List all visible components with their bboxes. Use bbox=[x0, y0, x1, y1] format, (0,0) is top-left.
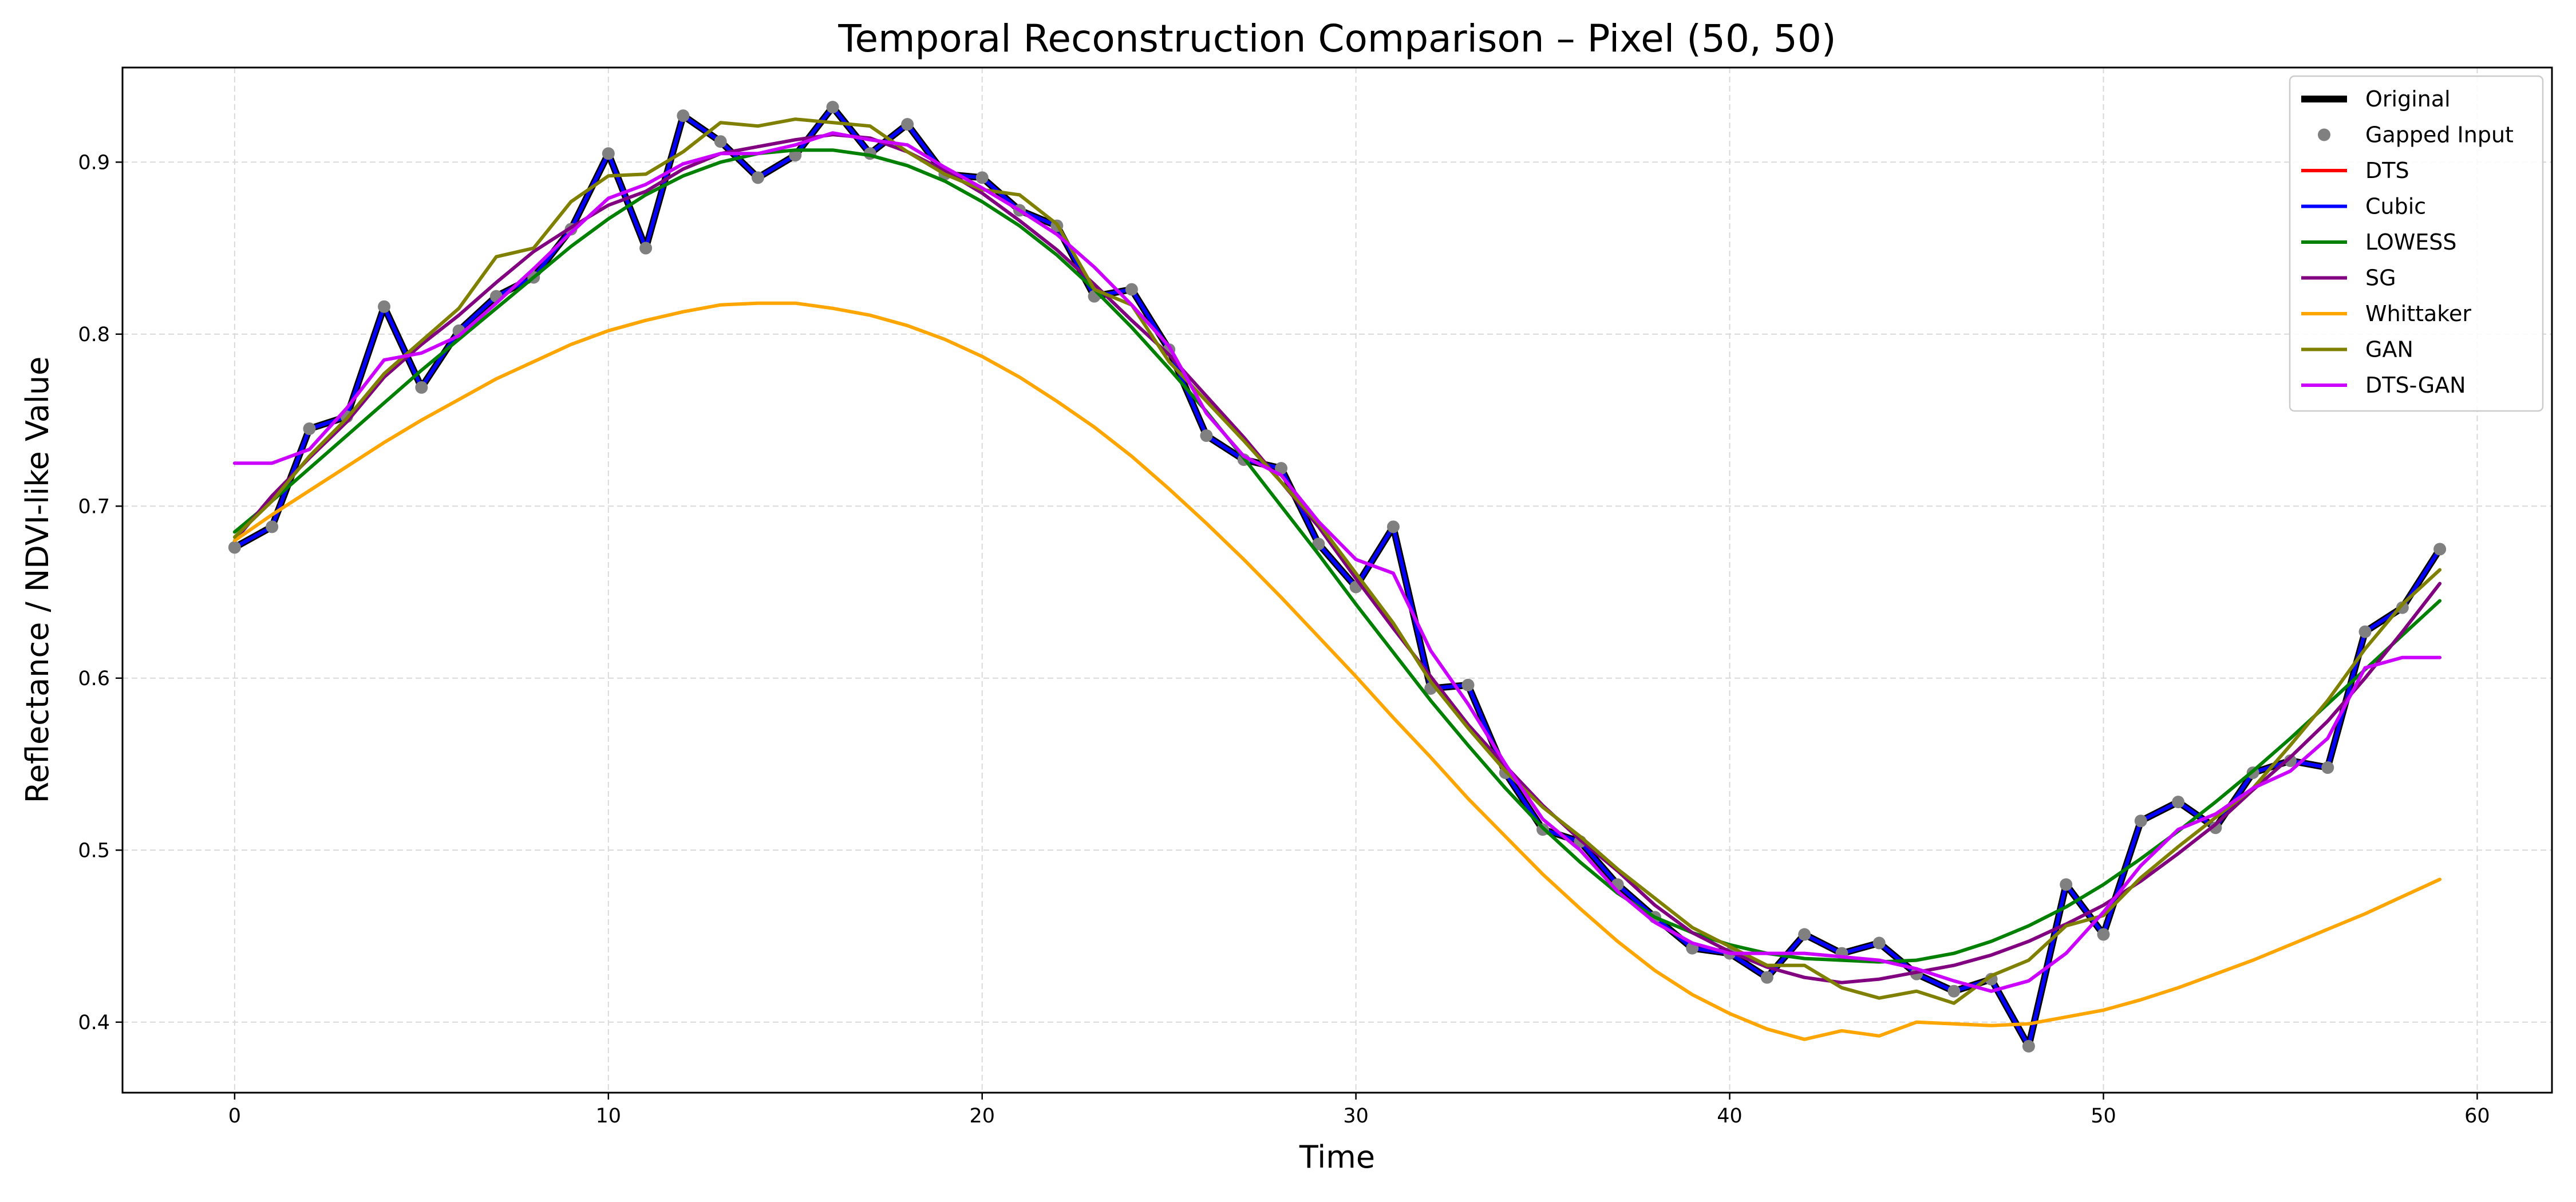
data-point bbox=[677, 109, 690, 122]
grid bbox=[123, 68, 2552, 1093]
data-point bbox=[228, 541, 241, 554]
series-line-sg bbox=[232, 133, 2442, 984]
data-point bbox=[303, 422, 316, 436]
data-point bbox=[2060, 878, 2073, 891]
data-point bbox=[2321, 761, 2334, 774]
data-point bbox=[2172, 796, 2185, 809]
data-point bbox=[1200, 429, 1213, 442]
legend-item-lowess: LOWESS bbox=[2301, 230, 2457, 255]
axis-ticks: 0 10 20 30 40 50 60 0.4 0.5 0.6 0.7 0.8 0.9 bbox=[78, 151, 2490, 1128]
data-point bbox=[975, 171, 989, 184]
data-point bbox=[639, 242, 653, 255]
x-tick-label: 60 bbox=[2464, 1105, 2490, 1128]
legend-label: Whittaker bbox=[2365, 301, 2471, 326]
series-line-gan bbox=[232, 117, 2442, 1005]
series-line-lowess bbox=[232, 148, 2442, 964]
y-tick-label: 0.7 bbox=[78, 495, 110, 518]
plot-frame bbox=[121, 66, 2553, 1094]
y-tick-label: 0.9 bbox=[78, 151, 110, 174]
x-tick-label: 40 bbox=[1717, 1105, 1743, 1128]
data-point bbox=[1125, 283, 1138, 296]
y-tick-label: 0.6 bbox=[78, 667, 110, 690]
x-tick-label: 0 bbox=[228, 1105, 241, 1128]
legend-label: LOWESS bbox=[2365, 230, 2457, 255]
x-tick-label: 20 bbox=[969, 1105, 995, 1128]
legend-item-sg: SG bbox=[2301, 266, 2396, 291]
data-point bbox=[751, 171, 764, 184]
data-point bbox=[1760, 971, 1773, 984]
series-line-dts-gan bbox=[232, 131, 2442, 993]
data-point bbox=[1386, 520, 1400, 533]
data-point bbox=[2022, 1039, 2035, 1053]
legend-label: Gapped Input bbox=[2365, 122, 2514, 148]
data-point bbox=[2097, 928, 2110, 941]
x-tick-label: 30 bbox=[1343, 1105, 1369, 1128]
data-point bbox=[602, 147, 615, 160]
data-point bbox=[2134, 814, 2147, 828]
legend-label: GAN bbox=[2365, 337, 2413, 362]
legend-frame bbox=[2289, 75, 2544, 412]
y-tick-label: 0.4 bbox=[78, 1011, 110, 1034]
data-point bbox=[2396, 601, 2409, 614]
legend-label: DTS-GAN bbox=[2365, 373, 2466, 398]
legend-item-dts: DTS bbox=[2301, 158, 2409, 183]
legend-item-original: Original bbox=[2301, 86, 2451, 112]
x-axis-title: Time bbox=[1299, 1139, 1375, 1175]
legend-item-cubic: Cubic bbox=[2301, 194, 2426, 219]
data-point bbox=[1798, 928, 1811, 941]
y-tick-label: 0.5 bbox=[78, 839, 110, 862]
series-line-whittaker bbox=[232, 301, 2442, 1041]
x-tick-label: 10 bbox=[596, 1105, 622, 1128]
series-line-cubic bbox=[232, 105, 2442, 1049]
legend-item-gapped-input: Gapped Input bbox=[2318, 122, 2514, 148]
y-axis-title: Reflectance / NDVI-like Value bbox=[19, 357, 56, 804]
legend-item-gan: GAN bbox=[2301, 337, 2413, 362]
legend-label: SG bbox=[2365, 266, 2396, 291]
data-point bbox=[714, 135, 727, 148]
chart-title: Temporal Reconstruction Comparison – Pix… bbox=[837, 17, 1836, 61]
legend-item-dts-gan: DTS-GAN bbox=[2301, 373, 2466, 398]
data-point bbox=[1312, 537, 1325, 551]
data-point bbox=[1947, 984, 1961, 998]
legend-label: Original bbox=[2365, 86, 2451, 112]
data-point bbox=[2433, 543, 2447, 556]
data-point bbox=[1461, 678, 1475, 691]
legend-label: Cubic bbox=[2365, 194, 2426, 219]
data-point bbox=[901, 118, 914, 131]
x-tick-label: 50 bbox=[2091, 1105, 2116, 1128]
y-tick-label: 0.8 bbox=[78, 323, 110, 346]
data-point bbox=[789, 149, 802, 162]
data-point bbox=[1275, 462, 1288, 475]
data-point bbox=[2358, 625, 2372, 638]
data-point bbox=[826, 101, 839, 114]
legend-marker bbox=[2318, 128, 2330, 141]
legend-label: DTS bbox=[2365, 158, 2409, 183]
data-point bbox=[266, 520, 279, 533]
data-point bbox=[378, 300, 391, 313]
legend: Original Gapped Input DTS Cubic LOWESS SG Whit… bbox=[2289, 75, 2544, 412]
series-group bbox=[228, 101, 2447, 1053]
data-point bbox=[415, 381, 428, 394]
legend-item-whittaker: Whittaker bbox=[2301, 301, 2471, 326]
data-point bbox=[2283, 754, 2297, 768]
data-point bbox=[1872, 936, 1886, 950]
